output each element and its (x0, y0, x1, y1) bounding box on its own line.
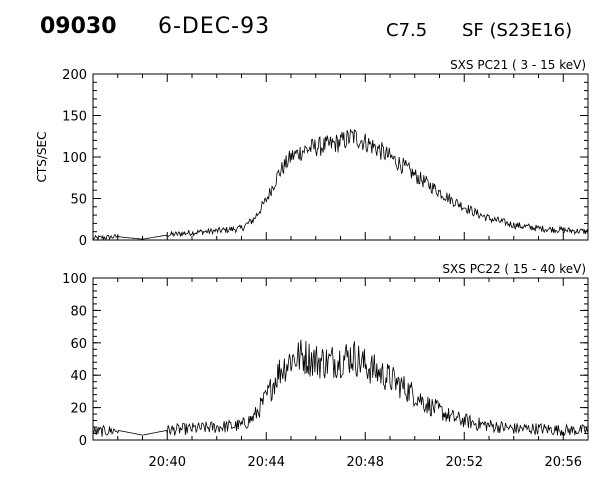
y-tick-label: 100 (62, 272, 87, 287)
y-tick-label: 40 (70, 369, 87, 384)
x-tick-label: 20:40 (149, 455, 186, 470)
x-tick-label: 20:44 (248, 455, 285, 470)
channel-label: SXS PC22 ( 15 - 40 keV) (442, 262, 586, 276)
x-tick-label: 20:52 (446, 455, 483, 470)
y-tick-label: 80 (70, 304, 87, 319)
channel-label: SXS PC21 ( 3 - 15 keV) (450, 58, 586, 72)
y-tick-label: 0 (79, 434, 87, 449)
y-tick-label: 60 (70, 337, 87, 352)
y-axis-label: CTS/SEC (35, 132, 49, 183)
lightcurve-series-2 (92, 339, 589, 437)
plot-frame-2 (92, 277, 589, 441)
y-tick-label: 20 (70, 402, 87, 417)
y-tick-label: 0 (79, 234, 87, 249)
y-tick-label: 150 (62, 110, 87, 125)
plot-frame-1 (92, 73, 589, 241)
y-tick-label: 50 (70, 193, 87, 208)
goes-class: C7.5 (386, 20, 428, 41)
event-date: 6-DEC-93 (158, 14, 271, 39)
y-tick-label: 100 (62, 151, 87, 166)
y-tick-label: 200 (62, 68, 87, 83)
x-tick-label: 20:48 (347, 455, 384, 470)
flare-location: SF (S23E16) (462, 20, 573, 41)
x-tick-label: 20:56 (545, 455, 582, 470)
lightcurve-series-1 (92, 128, 589, 242)
event-id: 09030 (40, 14, 117, 39)
